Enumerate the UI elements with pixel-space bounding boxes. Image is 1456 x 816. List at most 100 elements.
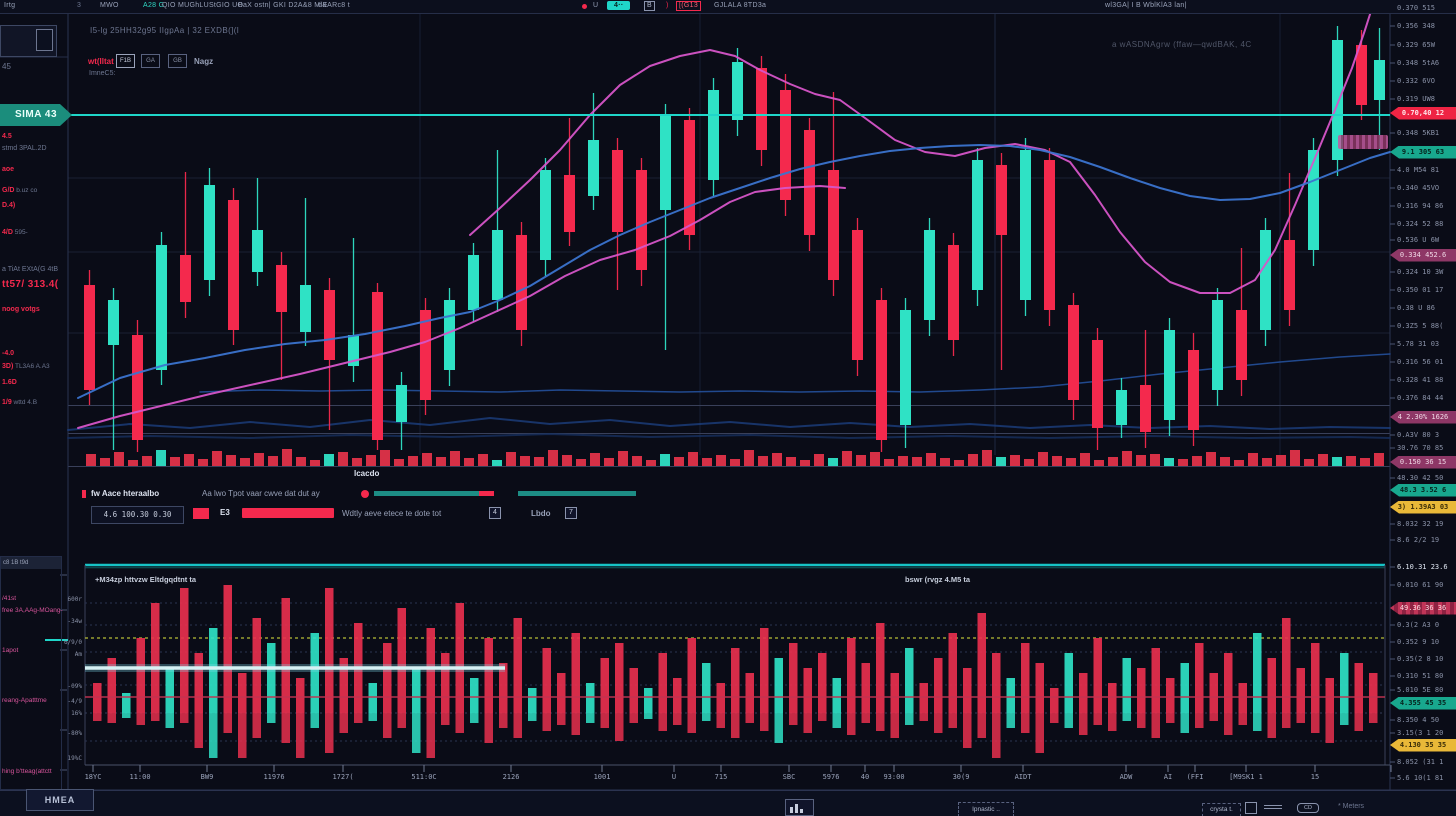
topbar-item[interactable]: wl3GA| I B WblKlA3 lan| xyxy=(1105,2,1187,9)
oscillator-title-right: bswr (rvgz 4.M5 ta xyxy=(905,575,971,584)
top-menu-bar: Irtg 3 MWO A28 G QIO MUGhLUStGIO UO BaX ostn|… xyxy=(0,0,1456,14)
checkbox-1[interactable]: 4 xyxy=(489,507,501,519)
bar-chart-icon-button[interactable] xyxy=(785,799,814,816)
icon-group-label: Nagz xyxy=(194,57,214,66)
watchlist-value: aoe xyxy=(2,166,15,173)
meters-label: * Meters xyxy=(1338,803,1365,810)
time-axis-label: 30(9 xyxy=(952,773,970,781)
order-item[interactable]: free 3A,AAg-MOang- xyxy=(2,607,63,614)
price-axis-label: 0.316 94 86 xyxy=(1397,202,1444,210)
watchlist-value: 4.5 xyxy=(2,133,12,140)
topbar-action-button[interactable]: 4·· xyxy=(607,1,631,10)
price-tag-purple: 4 2.30% 1626 xyxy=(1390,410,1456,424)
order-item[interactable]: hing b'tteag(attctt xyxy=(2,768,52,775)
watchlist-value: stmd 3PAL.2D xyxy=(2,145,47,152)
topbar-item-accent[interactable]: A28 G xyxy=(143,2,165,9)
lines-icon[interactable] xyxy=(1264,805,1282,806)
legend-label-2: Lbdo xyxy=(531,509,551,518)
oscillator-axis-label: 600r xyxy=(67,596,82,603)
price-axis-label: 0.35(2 8 10 xyxy=(1397,655,1444,663)
indicator-icon[interactable]: F1B xyxy=(116,54,135,68)
price-axis-label: 0.38 U 86 xyxy=(1397,304,1435,312)
watchlist-value: tt57/ 313.4( xyxy=(2,279,59,290)
price-axis-label: 0.A3V 80 3 xyxy=(1397,431,1440,439)
cd-pill-button[interactable]: CD xyxy=(1297,803,1319,813)
oscillator-axis-label: Am xyxy=(74,651,82,658)
orders-panel-header[interactable]: c8 1B t9d xyxy=(1,557,61,569)
window-icon xyxy=(36,29,53,51)
hmea-button[interactable]: HMEA xyxy=(26,789,94,811)
price-axis-label: 0.340 45VO xyxy=(1397,184,1440,192)
price-tag-yellow: 4.130 35 35 xyxy=(1390,738,1456,752)
time-axis-label: 11:00 xyxy=(129,773,151,781)
topbar-item[interactable]: U xyxy=(593,2,599,9)
price-axis-label: 3.15(3 1 20 xyxy=(1397,729,1444,737)
watchlist-sub: b.uz co xyxy=(14,187,38,194)
topbar-item[interactable]: d&ARc8 t xyxy=(318,2,350,9)
price-axis-label: 0.376 84 44 xyxy=(1397,394,1444,402)
price-axis-label: 0.316 56 01 xyxy=(1397,358,1444,366)
topbar-item[interactable]: MWO xyxy=(100,2,119,9)
price-axis-label: 0.328 41 88 xyxy=(1397,376,1444,384)
price-axis-label: 0.350 01 17 xyxy=(1397,286,1444,294)
oscillator-axis-label: -34w xyxy=(67,618,82,625)
watchlist-row: aoe xyxy=(2,166,14,173)
window-icon-small[interactable] xyxy=(1245,802,1257,814)
price-axis-label: 4.0 M54 81 xyxy=(1397,166,1440,174)
price-axis-label: 0.319 UW8 xyxy=(1397,95,1435,103)
price-axis-label: 0.324 10 3W xyxy=(1397,268,1444,276)
watchlist-value: 1.6D xyxy=(2,379,17,386)
oscillator-axis-label: -80% xyxy=(67,730,82,737)
topbar-grid-icon[interactable]: B xyxy=(644,1,655,11)
price-axis-label: 0.332 6VO xyxy=(1397,77,1435,85)
chart-watermark: a wASDNAgrw (ffaw—qwdBAK, 4C xyxy=(1112,40,1252,49)
topbar-item[interactable]: Irtg xyxy=(4,2,16,9)
order-item[interactable]: 1apot xyxy=(2,647,19,654)
price-axis-label: 0.3Z5 5 88( xyxy=(1397,322,1444,330)
topbar-item[interactable]: GJLALA 8TD3a xyxy=(714,2,767,9)
price-axis-label: 0.356 348 xyxy=(1397,22,1435,30)
time-axis-label: 93:00 xyxy=(883,773,905,781)
price-axis-label: 0.352 9 10 xyxy=(1397,638,1440,646)
watchlist-row: stmd 3PAL.2D xyxy=(2,145,47,152)
mode-button-1[interactable]: Ipnastic .. xyxy=(958,802,1014,816)
topbar-item[interactable]: QIO MUGhLUStGIO UO xyxy=(162,2,244,9)
price-tag-purple: 0.334 452.6 xyxy=(1390,248,1456,262)
chart-subtitle: ImneC5: xyxy=(89,70,116,77)
watchlist-sub: TL3A6 A.A3 xyxy=(13,363,50,370)
price-tag-purple: 0.150 36 15 xyxy=(1390,455,1456,469)
topbar-item-alert[interactable]: ) xyxy=(666,2,669,9)
topbar-item[interactable]: 3 xyxy=(77,2,82,9)
topbar-alert-badge[interactable]: [(G13 xyxy=(676,1,702,11)
watchlist-row: G/D b.uz co xyxy=(2,187,37,194)
mode-button-2[interactable]: crysta t. xyxy=(1202,803,1241,816)
time-axis-label: ADW xyxy=(1119,773,1133,781)
watchlist-row: 3D) TL3A6 A.A3 xyxy=(2,363,50,370)
order-item[interactable]: reang-Apatttme xyxy=(2,697,47,704)
mini-chart-panel[interactable] xyxy=(0,25,57,57)
settings-icon[interactable]: GB xyxy=(168,54,187,68)
price-axis-label: 0.370 515 xyxy=(1397,4,1435,12)
checkbox-2[interactable]: 7 xyxy=(565,507,577,519)
sma-indicator-tag[interactable]: SIMA 43 xyxy=(0,104,72,126)
price-axis-label: 8.350 4 50 xyxy=(1397,716,1440,724)
series-value-bar xyxy=(242,508,334,518)
alert-band xyxy=(1338,135,1388,149)
bar-icon-1 xyxy=(790,807,793,813)
price-axis-label: 8.032 32 19 xyxy=(1397,520,1444,528)
time-axis-label: BW9 xyxy=(200,773,214,781)
status-dot-icon xyxy=(582,4,587,9)
price-axis-label: 0.348 5KB1 xyxy=(1397,129,1440,137)
price-axis-label: 0.310 51 80 xyxy=(1397,672,1444,680)
price-axis-label: 5.010 5E 80 xyxy=(1397,686,1444,694)
volume-strip-label: lcacdo xyxy=(354,469,380,478)
ohlc-stat-box[interactable]: 4.6 100.30 0.30 xyxy=(91,506,184,524)
topbar-item[interactable]: BaX ostn| GKI D2A&8 MIE xyxy=(238,2,328,9)
watchlist-row: -4.0 xyxy=(2,350,14,357)
watchlist-value: D.4) xyxy=(2,202,16,209)
camera-icon[interactable]: GA xyxy=(141,54,160,68)
oscillator-axis-label: -4/9 xyxy=(67,698,82,705)
order-item[interactable]: /41st xyxy=(2,595,17,602)
